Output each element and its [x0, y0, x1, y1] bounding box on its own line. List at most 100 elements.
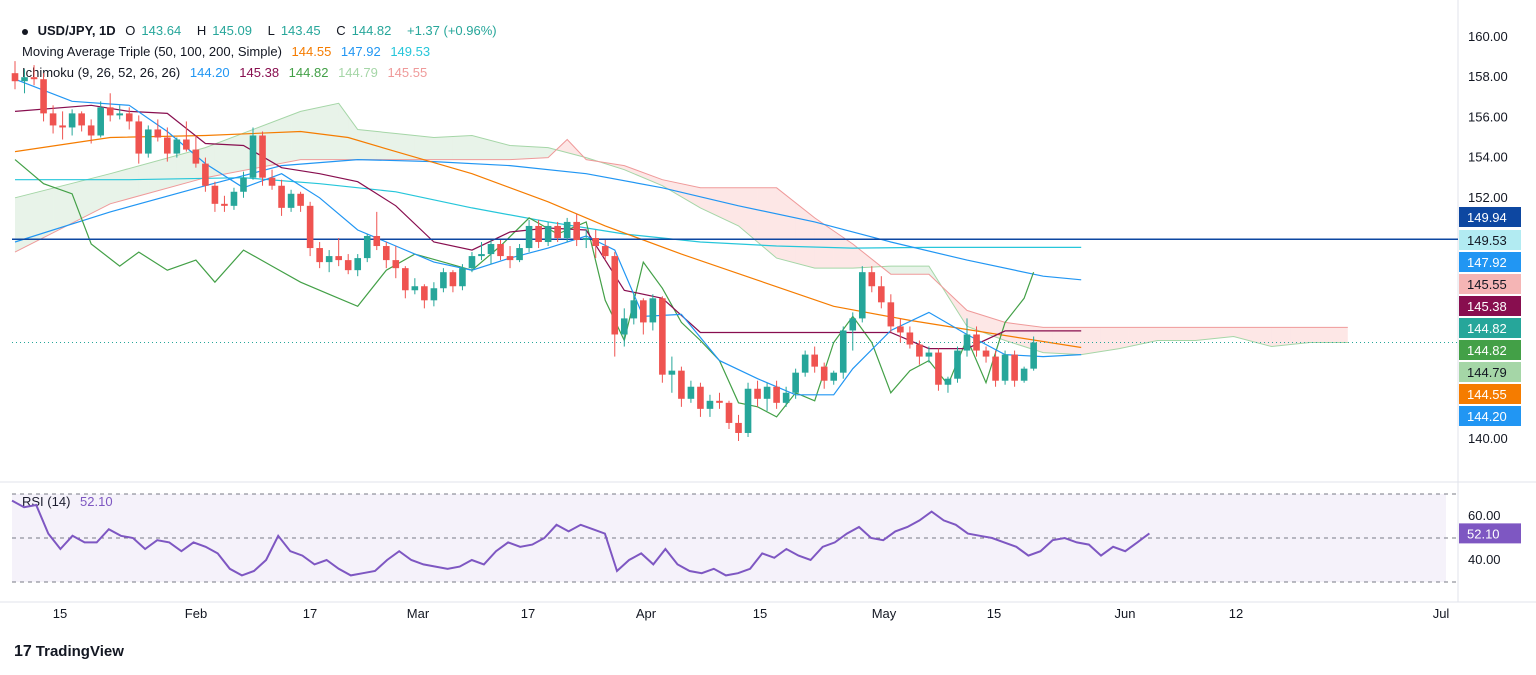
price-tick-label: 152.00 [1468, 190, 1508, 205]
cloud-segment [795, 202, 806, 266]
cloud-segment [500, 143, 511, 160]
cloud-segment [786, 195, 796, 264]
candle-body [249, 135, 257, 178]
candle-body [382, 246, 390, 261]
price-badge-label: 144.79 [1467, 365, 1507, 380]
cloud-segment [862, 251, 872, 268]
candles [11, 61, 1037, 442]
cloud-segment [357, 129, 368, 160]
candle-body [620, 318, 628, 335]
cloud-segment [443, 136, 453, 160]
candle-body [535, 225, 542, 243]
candle-body [164, 137, 171, 154]
candle-body [1020, 368, 1028, 381]
open-label: O 143.64 [125, 23, 187, 38]
candle-body [202, 163, 209, 186]
time-tick-label: Jun [1115, 606, 1136, 621]
cloud-segment [1147, 327, 1158, 343]
price-badge-label: 144.55 [1467, 387, 1507, 402]
candle-body [640, 300, 647, 323]
price-badge-label: 145.38 [1467, 299, 1507, 314]
candle-body [963, 334, 971, 351]
cloud-segment [414, 135, 425, 160]
cloud-segment [34, 190, 44, 243]
candle-body [716, 400, 723, 403]
candle-body [344, 260, 352, 271]
cloud-segment [291, 111, 301, 162]
cloud-segment [1328, 327, 1339, 343]
candle-body [392, 260, 400, 269]
price-badge [1459, 296, 1521, 316]
cloud-segment [986, 316, 996, 337]
candle-body [611, 256, 619, 335]
candle-body [973, 334, 980, 351]
legend-ichimoku-row[interactable]: Ichimoku (9, 26, 52, 26, 26) 144.20 145.… [22, 65, 433, 80]
rsi-value-badge [1459, 523, 1521, 544]
price-badge-label: 144.82 [1467, 343, 1507, 358]
candle-body [782, 392, 790, 403]
cloud-segment [967, 310, 977, 330]
cloud-segment [471, 135, 482, 160]
ichimoku-label[interactable]: Ichimoku (9, 26, 52, 26, 26) [22, 65, 181, 80]
time-tick-label: Apr [636, 606, 657, 621]
candle-body [354, 258, 362, 271]
candle-body [211, 185, 219, 204]
cloud-segment [1081, 327, 1091, 355]
time-tick-label: Mar [407, 606, 430, 621]
ichimoku-lead-a-value: 144.79 [338, 65, 378, 80]
low-label: L 143.45 [268, 23, 327, 38]
close-label: C 144.82 [336, 23, 397, 38]
price-badge [1459, 252, 1521, 272]
cloud-segment [909, 266, 920, 275]
cloud-segment [833, 230, 844, 269]
tradingview-logo[interactable]: 17 TradingView [14, 643, 124, 661]
close-value: 144.82 [351, 23, 392, 38]
cloud-segment [272, 118, 282, 166]
candle-body [373, 235, 381, 247]
time-tick-label: Jul [1433, 606, 1450, 621]
cloud-segment [405, 134, 415, 160]
candle-body [411, 286, 419, 291]
candle-body [1030, 342, 1037, 369]
cloud-segment [1224, 327, 1234, 338]
candle-body [754, 388, 761, 399]
candle-body [487, 244, 495, 255]
cloud-segment [690, 185, 701, 208]
cloud-segment [843, 237, 853, 269]
candle-body [678, 370, 685, 399]
candle-body [173, 139, 181, 154]
cloud-segment [1300, 327, 1310, 344]
cloud-segment [1005, 322, 1015, 344]
cloud-segment [1281, 327, 1291, 346]
price-tick-label: 156.00 [1468, 109, 1508, 124]
candle-body [992, 356, 999, 381]
legend-ma-row[interactable]: Moving Average Triple (50, 100, 200, Sim… [22, 44, 436, 59]
candle-body [421, 286, 428, 301]
cloud-segment [1062, 327, 1072, 355]
cloud-segment [1252, 327, 1263, 345]
ichimoku-base-value: 145.38 [239, 65, 280, 80]
cloud-segment [100, 173, 111, 209]
time-tick-label: 15 [987, 606, 1001, 621]
cloud-segment [481, 138, 491, 160]
cloud-segment [633, 169, 644, 178]
candle-body [697, 386, 704, 409]
candle-body [601, 246, 609, 257]
candle-body [363, 235, 371, 259]
symbol-name: USD/JPY, 1D [37, 23, 116, 38]
candle-body [763, 386, 771, 399]
candle-body [430, 288, 438, 301]
ma-label[interactable]: Moving Average Triple (50, 100, 200, Sim… [22, 44, 282, 59]
candle-body [506, 256, 514, 261]
change-value: +1.37 (+0.96%) [407, 23, 497, 38]
ichimoku-conversion-value: 144.20 [189, 65, 230, 80]
price-badge [1459, 406, 1521, 426]
cloud-segment [1271, 327, 1282, 347]
candle-body [773, 386, 780, 403]
rsi-tick-label: 40.00 [1468, 552, 1501, 567]
cloud-segment [176, 152, 187, 186]
cloud-segment [376, 131, 387, 160]
candle-body [554, 225, 561, 238]
cloud-segment [1138, 327, 1148, 345]
